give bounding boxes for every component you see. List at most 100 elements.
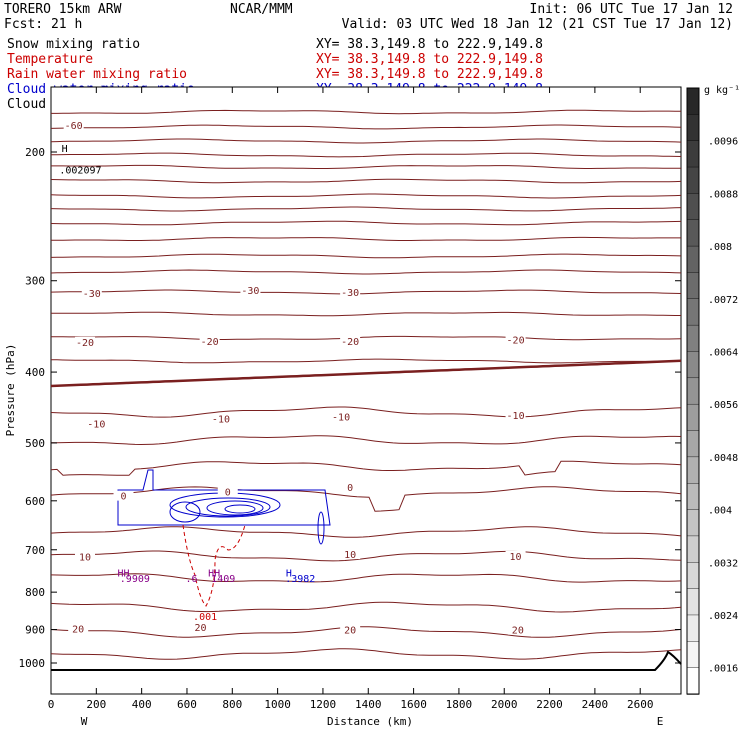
- isotherm: [50, 648, 682, 660]
- isotherm-label: -10: [507, 411, 525, 422]
- isotherm-label: -10: [87, 419, 105, 430]
- field-name: Temperature: [7, 52, 93, 67]
- extremum-label: .3982: [285, 574, 315, 585]
- isotherm-label: 10: [79, 552, 91, 563]
- label-mask: [199, 336, 220, 347]
- x-tick-label: 0: [48, 698, 55, 711]
- cloud-contour-outer: [117, 469, 331, 526]
- isotherm-label: -20: [76, 338, 94, 349]
- isotherm: [50, 358, 682, 364]
- terrain-line: [51, 650, 682, 671]
- y-tick-label: 700: [25, 544, 45, 557]
- cloud-water-contours: [117, 469, 331, 545]
- label-mask: [68, 623, 89, 634]
- colorbar-tick-label: .0072: [708, 295, 738, 306]
- colorbar-swatch: [686, 219, 700, 247]
- colorbar-swatch: [686, 535, 700, 563]
- isotherm-label: -10: [332, 413, 350, 424]
- isotherm-label: 0: [347, 483, 353, 494]
- isotherm-label: -30: [241, 286, 259, 297]
- label-mask: [340, 336, 361, 347]
- rain-water-contours: [182, 524, 246, 607]
- isotherm-label: -20: [201, 337, 219, 348]
- colorbar-swatch: [686, 430, 700, 458]
- x-tick-label: 1600: [400, 698, 427, 711]
- center-title: NCAR/MMM: [230, 2, 293, 17]
- extremum-label: HH: [117, 569, 129, 580]
- isotherm: [50, 601, 682, 613]
- isotherm: [50, 626, 682, 638]
- colorbar-swatch: [686, 562, 700, 590]
- axes: 0 200 400 600 800 1000 1200 1400 1600 1800 2000 220…: [19, 87, 681, 711]
- label-mask: [505, 410, 526, 421]
- isotherm: [50, 124, 682, 130]
- y-axis-title: Pressure (hPa): [4, 344, 17, 437]
- colorbar-swatch: [686, 166, 700, 195]
- x-tick-label: 2400: [582, 698, 609, 711]
- label-mask: [74, 551, 95, 562]
- isotherm: [51, 335, 682, 341]
- isotherm-label: 0: [225, 487, 231, 498]
- isotherm: [50, 460, 682, 476]
- colorbar-swatch: [686, 456, 700, 484]
- isotherm: [51, 164, 681, 169]
- isotherm: [50, 178, 682, 184]
- isotherm: [51, 435, 682, 446]
- isotherm: [50, 526, 682, 538]
- x-tick-label: 200: [86, 698, 106, 711]
- cloud-contour: [317, 511, 325, 545]
- label-mask: [190, 621, 211, 632]
- isotherm: [50, 289, 682, 295]
- y-tick-label: 500: [25, 437, 45, 450]
- label-mask: [340, 287, 361, 298]
- isotherm: [50, 573, 682, 583]
- x-tick-label: 800: [222, 698, 242, 711]
- colorbar-swatch: [686, 509, 700, 537]
- init-time: Init: 06 UTC Tue 17 Jan 12: [530, 2, 734, 17]
- colorbar-swatch: [686, 377, 700, 405]
- isotherm: [50, 193, 682, 199]
- isotherm-label: 20: [72, 625, 84, 636]
- extremum-label: 1409: [211, 574, 235, 585]
- label-mask: [86, 418, 107, 429]
- isotherm: [51, 109, 681, 115]
- isotherm-label: -20: [507, 335, 525, 346]
- colorbar-swatch: [686, 87, 700, 116]
- colorbar-tick-label: .0088: [708, 189, 738, 200]
- isotherm: [50, 152, 682, 158]
- isotherm-label: -60: [65, 121, 83, 132]
- colorbar-tick-label: .0032: [708, 558, 738, 569]
- x-tick-label: 400: [132, 698, 152, 711]
- label-mask: [505, 334, 526, 345]
- label-mask: [74, 336, 95, 347]
- colorbar-swatch: [686, 403, 700, 432]
- isotherm: [50, 138, 682, 144]
- extremum-label: H: [62, 144, 68, 155]
- label-mask: [81, 288, 102, 299]
- colorbar-swatch: [686, 245, 700, 274]
- isotherm: [50, 550, 682, 562]
- colorbar-tick-label: .0024: [708, 611, 738, 622]
- forecast-hour: Fcst: 21 h: [4, 17, 82, 32]
- label-mask: [340, 481, 361, 492]
- valid-time: Valid: 03 UTC Wed 18 Jan 12 (21 CST Tue …: [342, 17, 733, 32]
- rain-label: .001: [193, 612, 217, 623]
- x-tick-label: 2600: [627, 698, 654, 711]
- y-tick-label: 1000: [19, 657, 46, 670]
- colorbar-tick-label: .0016: [708, 664, 738, 675]
- isotherm-label: 10: [510, 552, 522, 563]
- x-tick-label: 1000: [264, 698, 291, 711]
- isotherm: [51, 236, 681, 241]
- colorbar-tick-label: .0064: [708, 347, 738, 358]
- isotherm: [50, 206, 682, 212]
- field-xy: XY= 38.3,149.8 to 222.9,149.8: [316, 52, 543, 67]
- rain-contour: [182, 524, 246, 607]
- colorbar: .0096 .0088 .008 .0072 .0064 .0056 .0048 .004 .0…: [686, 87, 738, 695]
- isotherm-label: -20: [341, 337, 359, 348]
- colorbar-swatch: [686, 588, 700, 616]
- x-tick-label: 2000: [491, 698, 518, 711]
- x-tick-label: 600: [177, 698, 197, 711]
- terrain-surface: [51, 650, 682, 671]
- cloud-contour: [224, 504, 256, 514]
- label-mask: [331, 411, 352, 422]
